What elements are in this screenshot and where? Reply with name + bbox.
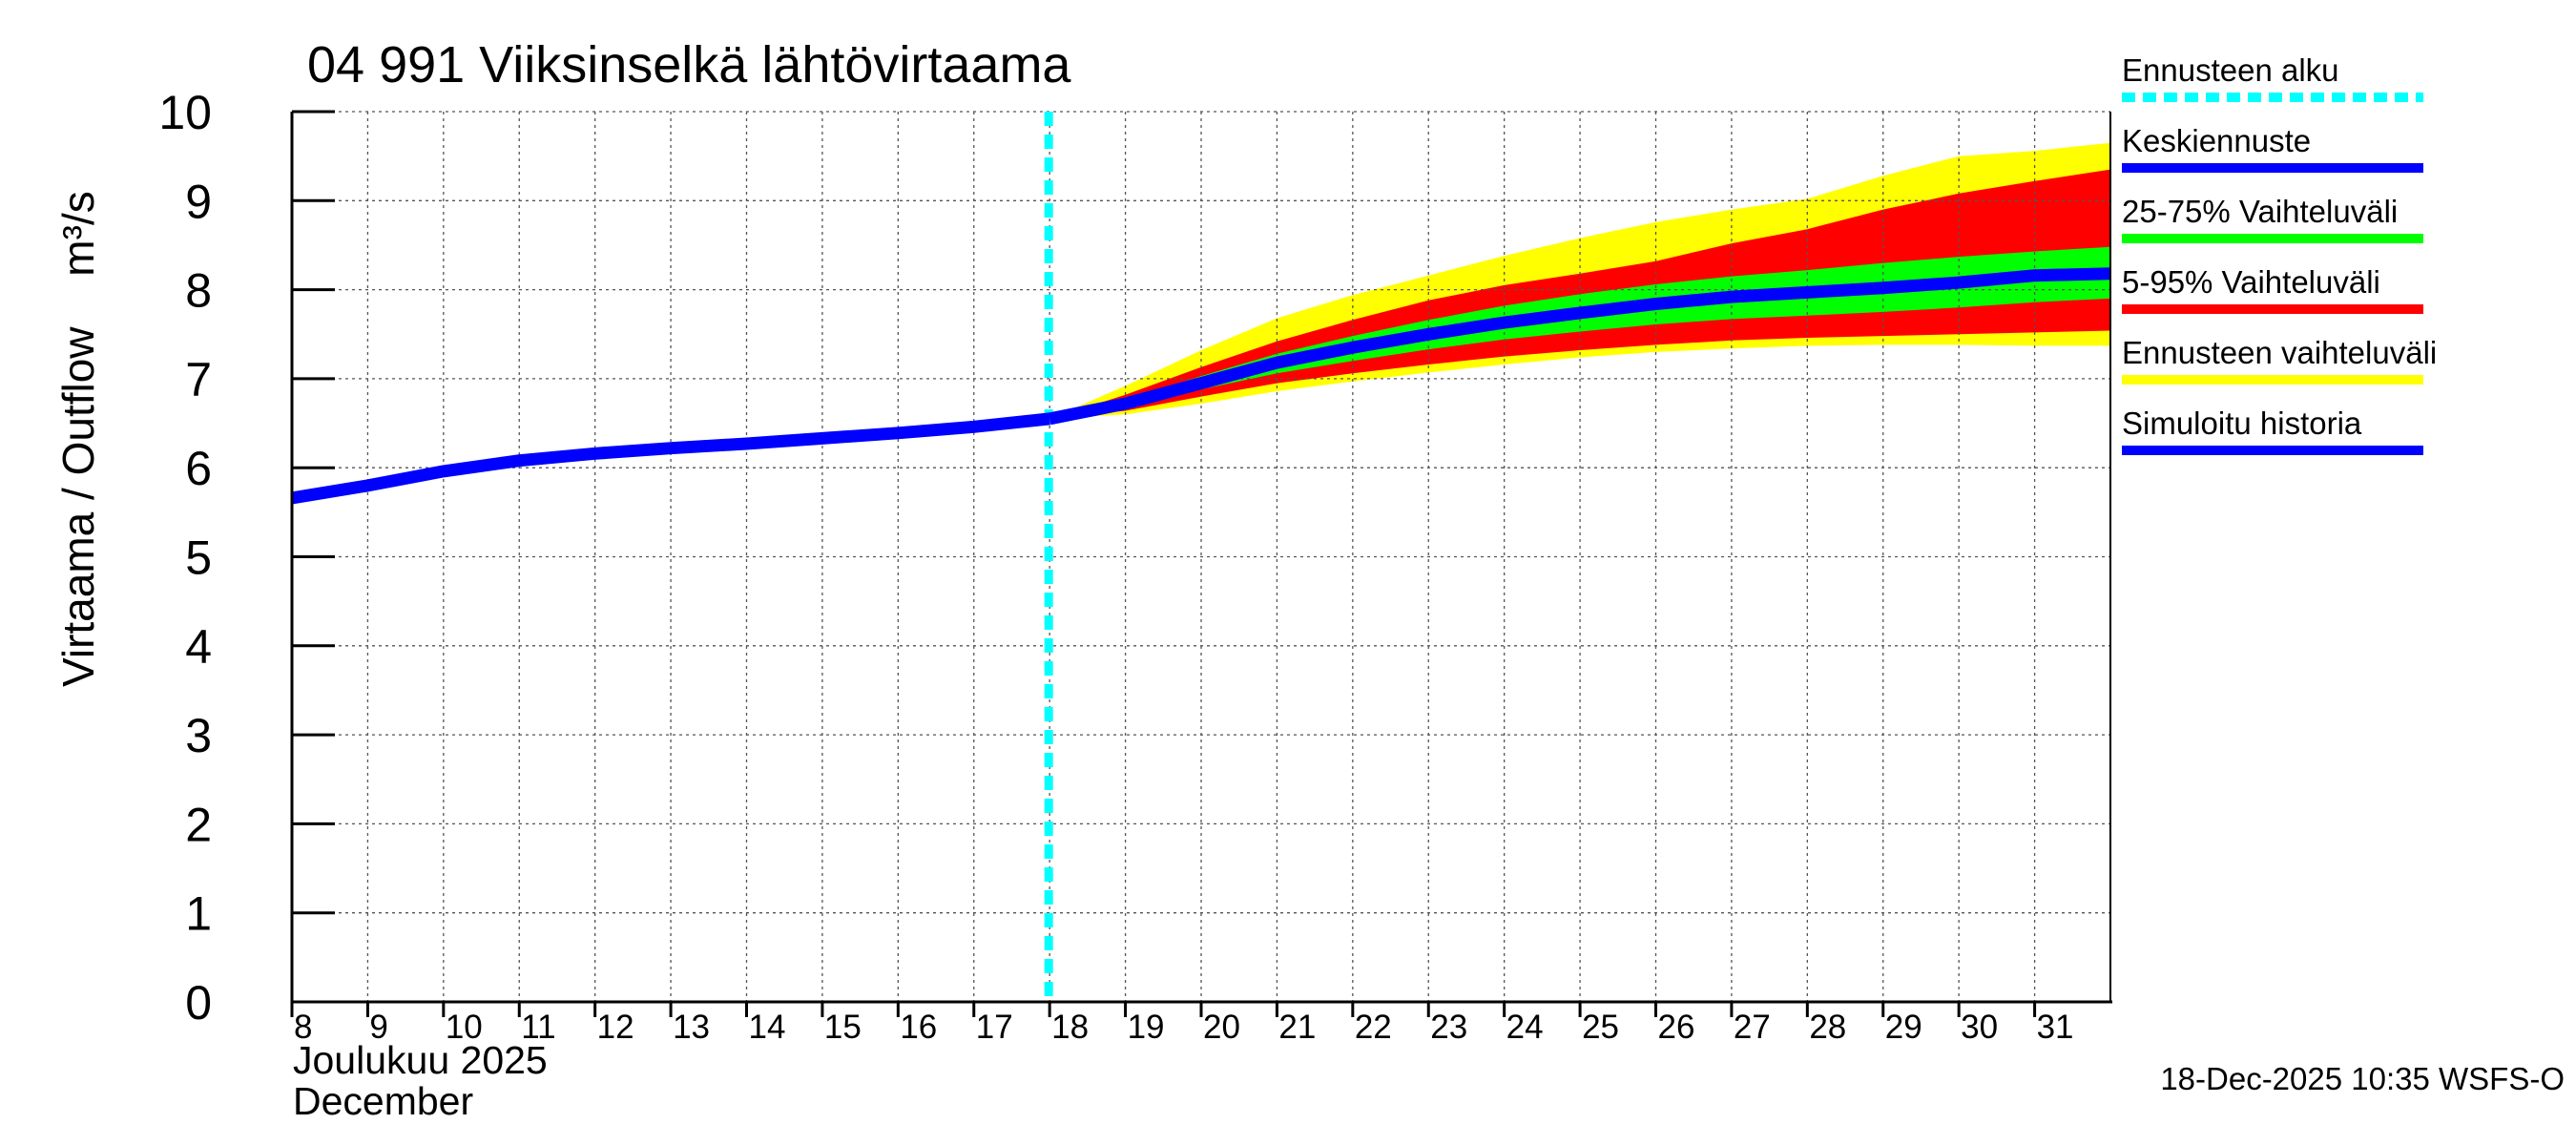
x-tick-label: 11 — [521, 1009, 555, 1046]
x-tick-label: 16 — [900, 1009, 937, 1046]
legend-label: 25-75% Vaihteluväli — [2122, 194, 2398, 229]
x-tick-label: 22 — [1355, 1009, 1392, 1046]
y-axis-label-text: Virtaama / Outflow — [53, 326, 103, 687]
x-tick-label: 28 — [1809, 1009, 1846, 1046]
x-tick-label: 23 — [1430, 1009, 1467, 1046]
legend-label: Simuloitu historia — [2122, 406, 2362, 441]
y-tick-label: 5 — [185, 531, 212, 585]
x-tick-label: 17 — [976, 1009, 1013, 1046]
median-forecast-line — [1048, 267, 2111, 426]
legend-label: Keskiennuste — [2122, 123, 2311, 158]
x-tick-label: 24 — [1506, 1009, 1544, 1046]
x-tick-label: 15 — [824, 1009, 862, 1046]
month-label-en: December — [293, 1079, 473, 1123]
month-label-fi: Joulukuu 2025 — [293, 1038, 548, 1082]
y-tick-label: 0 — [185, 976, 212, 1030]
history-line — [290, 412, 1050, 505]
y-tick-label: 1 — [185, 887, 212, 941]
y-axis-label: Virtaama / Outflow m³/s — [53, 191, 103, 687]
series-lines — [290, 112, 2111, 1002]
y-tick-label: 9 — [185, 175, 212, 228]
x-tick-label: 27 — [1734, 1009, 1771, 1046]
grid — [292, 111, 2110, 1002]
y-tick-label: 6 — [185, 442, 212, 495]
x-tick-label: 14 — [749, 1009, 786, 1046]
x-tick-label: 25 — [1582, 1009, 1619, 1046]
x-tick-label: 8 — [294, 1009, 312, 1046]
x-tick-label: 29 — [1885, 1009, 1922, 1046]
x-tick-label: 31 — [2037, 1009, 2074, 1046]
x-tick-label: 21 — [1278, 1009, 1316, 1046]
x-tick-label: 30 — [1961, 1009, 1998, 1046]
x-tick-label: 26 — [1658, 1009, 1695, 1046]
x-tick-label: 20 — [1203, 1009, 1240, 1046]
legend-label: Ennusteen alku — [2122, 52, 2339, 88]
timestamp: 18-Dec-2025 10:35 WSFS-O — [2160, 1061, 2565, 1096]
axes — [290, 110, 2112, 1017]
chart-title: 04 991 Viiksinselkä lähtövirtaama — [307, 36, 1071, 94]
legend-label: 5-95% Vaihteluväli — [2122, 264, 2380, 300]
x-tick-label: 9 — [369, 1009, 387, 1046]
y-tick-label: 10 — [158, 86, 212, 139]
x-tick-label: 12 — [597, 1009, 634, 1046]
x-tick-label: 13 — [673, 1009, 710, 1046]
x-tick-label: 18 — [1051, 1009, 1089, 1046]
legend-label: Ennusteen vaihteluväli — [2122, 335, 2437, 370]
x-tick-label: 10 — [446, 1009, 483, 1046]
legend: Ennusteen alku Keskiennuste 25-75% Vaihtel… — [2122, 52, 2437, 455]
y-tick-label: 4 — [185, 620, 212, 674]
y-tick-label: 2 — [185, 798, 212, 851]
y-axis-unit: m³/s — [53, 191, 103, 276]
x-tick-label: 19 — [1128, 1009, 1165, 1046]
y-tick-label: 3 — [185, 709, 212, 762]
y-tick-label: 7 — [185, 353, 212, 406]
y-tick-label: 8 — [185, 264, 212, 318]
